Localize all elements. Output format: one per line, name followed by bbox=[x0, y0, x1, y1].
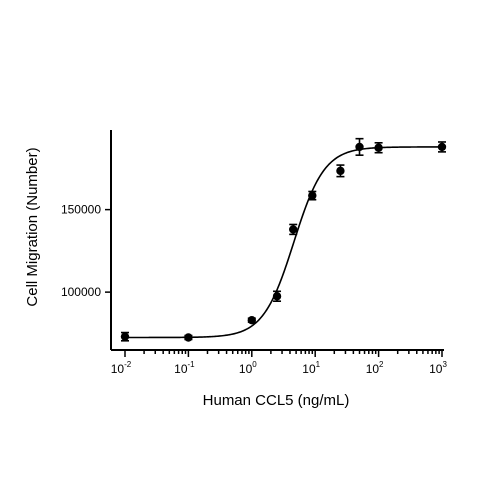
data-point bbox=[374, 142, 383, 154]
data-point bbox=[289, 223, 298, 236]
data-point bbox=[437, 141, 447, 153]
marker bbox=[437, 142, 447, 152]
x-axis-title: Human CCL5 (ng/mL) bbox=[203, 392, 350, 409]
marker bbox=[336, 166, 345, 176]
x-tick-label: 100 bbox=[239, 360, 257, 376]
x-ticks: 10-2 10-1 100 101 102 103 bbox=[111, 350, 447, 376]
y-axis: 100000 150000 bbox=[61, 130, 112, 350]
marker bbox=[374, 143, 383, 152]
marker bbox=[120, 332, 130, 341]
y-tick-label: 150000 bbox=[61, 203, 101, 217]
x-tick-label: 101 bbox=[302, 360, 320, 376]
x-tick-label: 10-2 bbox=[111, 360, 132, 376]
data-point bbox=[336, 164, 345, 178]
x-axis: 10-2 10-1 100 101 102 103 bbox=[111, 349, 447, 376]
x-tick-label: 103 bbox=[429, 360, 447, 376]
marker bbox=[272, 292, 282, 301]
y-ticks: 100000 150000 bbox=[61, 203, 111, 299]
data-point bbox=[355, 137, 364, 156]
marker bbox=[289, 225, 298, 234]
data-point bbox=[247, 315, 256, 325]
marker bbox=[184, 333, 193, 342]
data-point bbox=[272, 290, 282, 303]
x-tick-label: 10-1 bbox=[174, 360, 195, 376]
data-points bbox=[120, 137, 447, 342]
data-point bbox=[120, 331, 130, 342]
marker bbox=[355, 142, 364, 152]
data-point bbox=[184, 333, 193, 342]
marker bbox=[247, 315, 256, 325]
x-tick-label: 102 bbox=[366, 360, 384, 376]
y-axis-title: Cell Migration (Number) bbox=[24, 147, 41, 306]
data-point bbox=[308, 190, 317, 201]
marker bbox=[308, 191, 317, 200]
fit-curve bbox=[125, 146, 442, 339]
y-tick-label: 100000 bbox=[61, 285, 101, 299]
